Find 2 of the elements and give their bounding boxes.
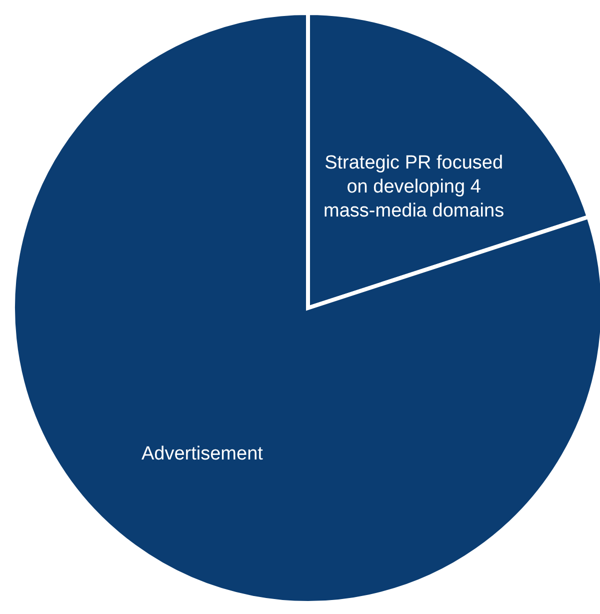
- slice-label: Advertisement: [141, 444, 264, 465]
- slice-label: Strategic PR focused on developing 4 mass-media domains: [324, 152, 504, 222]
